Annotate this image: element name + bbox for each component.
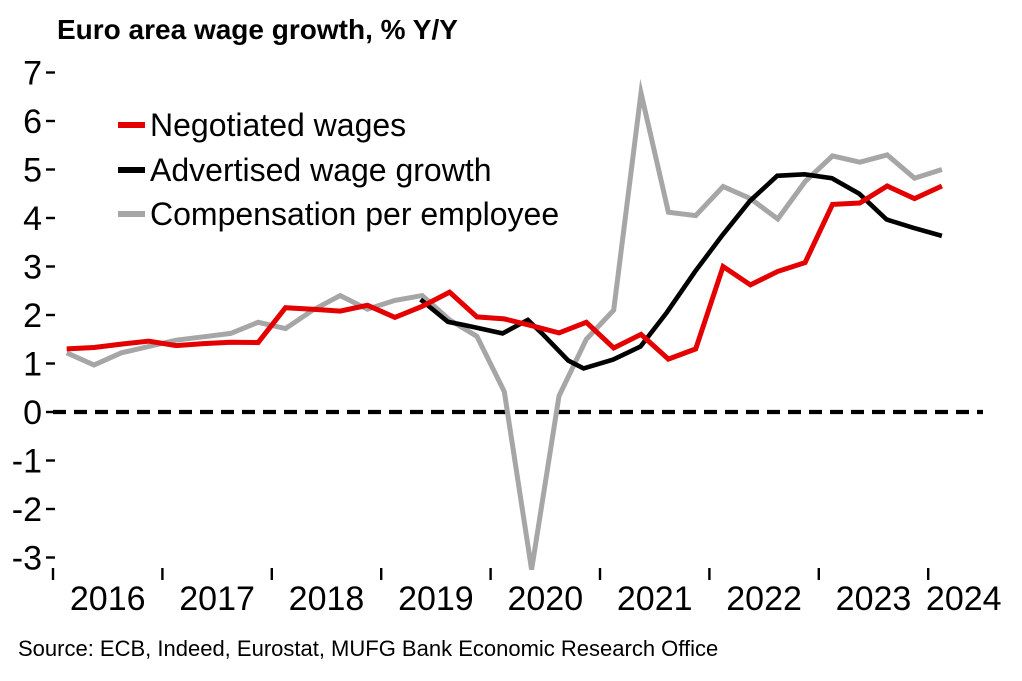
x-tick-label: 2019: [398, 580, 474, 618]
x-tick-label: 2022: [726, 580, 802, 618]
x-axis: 2016 2017 2018 2019 2020 2021 2022 2023 2024: [51, 568, 1002, 618]
x-tick-label: 2023: [836, 580, 912, 618]
x-tick-label: 2018: [289, 580, 365, 618]
legend-item-advertised-wage-growth: Advertised wage growth: [118, 151, 492, 189]
y-tick-label: 2: [23, 297, 42, 335]
legend-label: Advertised wage growth: [150, 151, 492, 188]
x-tick-label: 2024: [926, 580, 1002, 618]
legend-label: Compensation per employee: [150, 196, 560, 232]
chart-title: Euro area wage growth, % Y/Y: [57, 14, 458, 45]
y-tick-label: -1: [12, 443, 42, 481]
x-tick-label: 2017: [179, 580, 255, 618]
y-tick-label: 3: [23, 249, 42, 287]
y-tick-label: 6: [23, 103, 42, 141]
y-axis: 7 6 5 4 3 2 1 0 -1 -2 -3: [12, 55, 55, 578]
y-tick-label: -2: [12, 491, 42, 529]
y-tick-label: 4: [23, 200, 42, 238]
y-tick-label: 7: [23, 55, 42, 93]
y-tick-label: 1: [23, 346, 42, 384]
series-line-compensation-per-employee: [65, 78, 943, 570]
x-tick-label: 2021: [617, 580, 693, 618]
legend-label: Negotiated wages: [150, 107, 407, 143]
series-line-negotiated-wages: [66, 183, 943, 362]
x-tick-label: 2020: [507, 580, 583, 618]
series-line-advertised-wage-growth: [419, 171, 943, 371]
x-tick-label: 2016: [70, 580, 146, 618]
legend-swatch-icon: [118, 211, 145, 217]
y-tick-label: 5: [23, 152, 42, 190]
legend-swatch-icon: [118, 122, 145, 128]
y-tick-label: -3: [12, 540, 42, 578]
legend-item-negotiated-wages: Negotiated wages: [118, 106, 406, 144]
y-tick-label: 0: [23, 394, 42, 432]
legend-item-compensation-per-employee: Compensation per employee: [118, 195, 559, 233]
legend-swatch-icon: [118, 166, 145, 173]
source-note: Source: ECB, Indeed, Eurostat, MUFG Bank…: [18, 636, 719, 661]
